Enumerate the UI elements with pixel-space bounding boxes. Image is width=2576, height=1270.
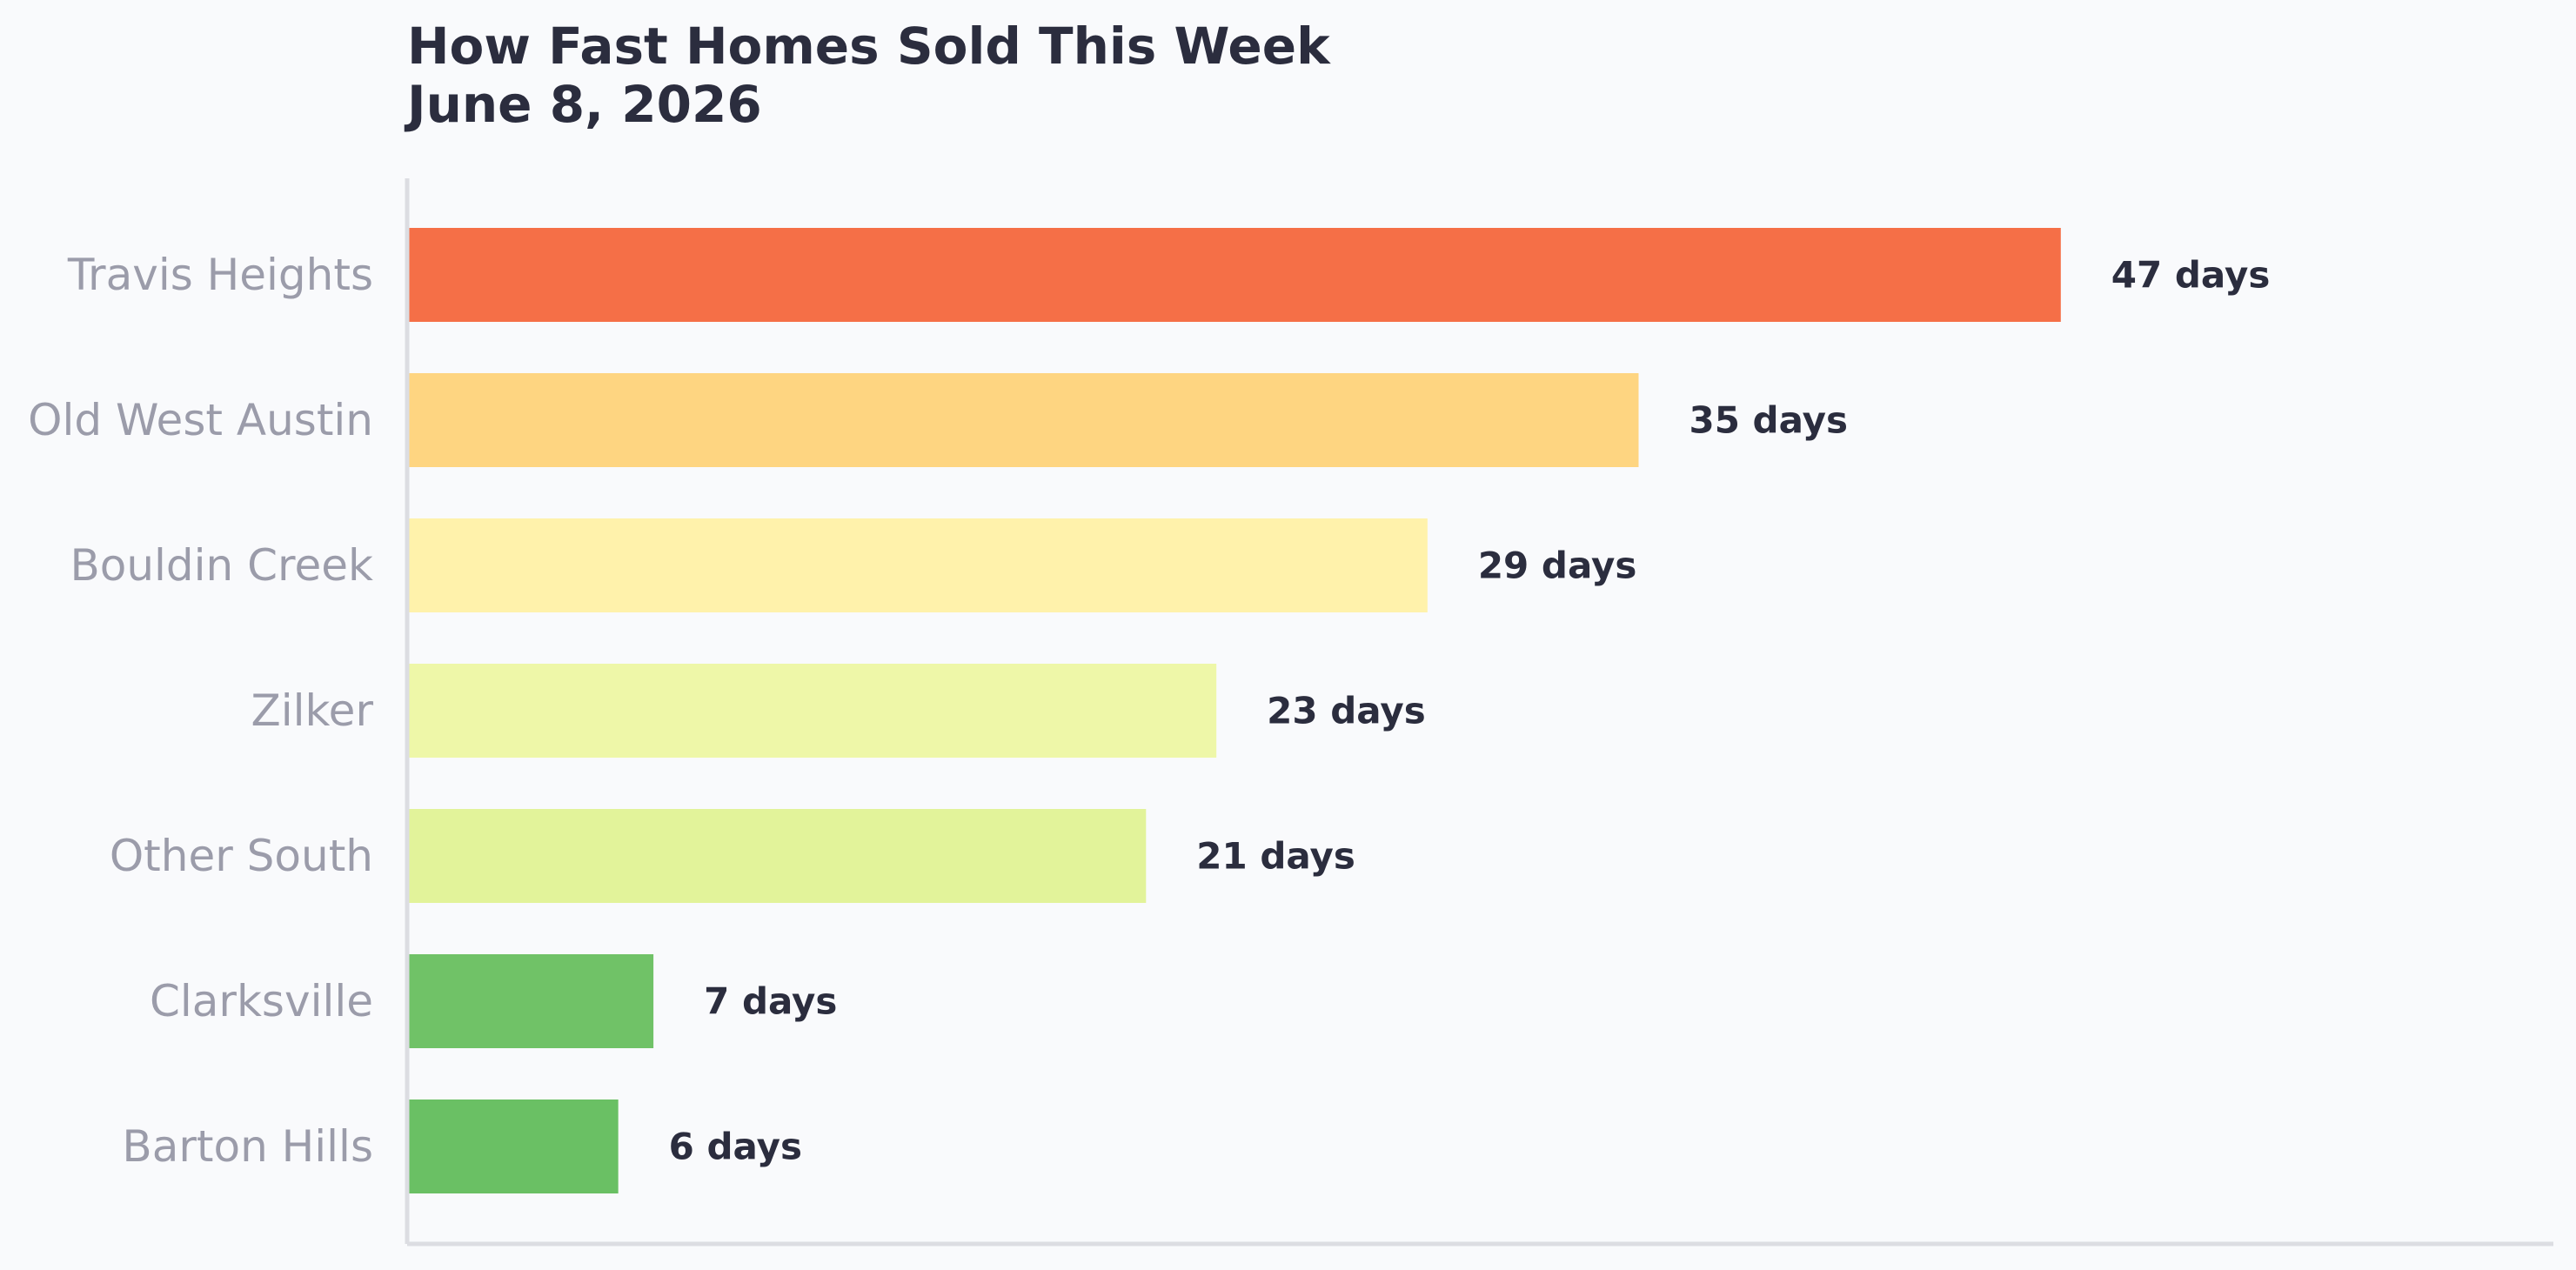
chart-title: How Fast Homes Sold This Week — [407, 17, 1331, 76]
category-label: Clarksville — [150, 976, 373, 1026]
category-label: Bouldin Creek — [70, 540, 373, 591]
value-label: 21 days — [1196, 835, 1355, 878]
bars-layer: Travis Heights 47 days Old West Austin 35 d… — [28, 228, 2270, 1193]
value-label: 47 days — [2111, 254, 2271, 297]
bar-travis-heights — [407, 228, 2061, 322]
category-label: Barton Hills — [122, 1121, 373, 1172]
bar-old-west-austin — [407, 373, 1639, 467]
bar-zilker — [407, 664, 1217, 758]
value-label: 35 days — [1689, 399, 1848, 442]
value-label: 7 days — [704, 980, 837, 1023]
category-label: Other South — [110, 831, 373, 881]
category-label: Travis Heights — [67, 250, 373, 300]
value-label: 29 days — [1478, 545, 1637, 587]
bar-barton-hills — [407, 1100, 619, 1193]
value-label: 6 days — [669, 1126, 802, 1168]
category-label: Old West Austin — [28, 395, 373, 445]
value-label: 23 days — [1267, 690, 1426, 732]
bar-bouldin-creek — [407, 518, 1428, 612]
category-label: Zilker — [251, 685, 373, 736]
chart-subtitle: June 8, 2026 — [404, 75, 762, 134]
bar-other-south — [407, 809, 1147, 903]
bar-clarksville — [407, 954, 654, 1048]
